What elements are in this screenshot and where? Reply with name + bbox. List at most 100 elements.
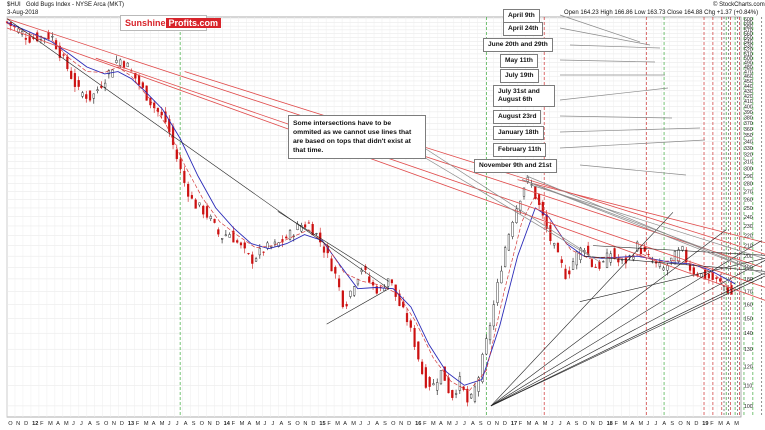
x-tick-label: S xyxy=(479,421,483,427)
callout-july-19: July 19th xyxy=(500,69,539,83)
x-tick-label: N xyxy=(208,421,212,427)
y-tick-label: 130 xyxy=(744,347,753,353)
candle-body xyxy=(107,70,110,75)
candle-body xyxy=(375,286,378,294)
candle-body xyxy=(349,290,352,297)
x-tick-label: O xyxy=(487,421,492,427)
y-tick-label: 410 xyxy=(744,99,753,105)
candle-body xyxy=(454,393,458,395)
x-tick-label: J xyxy=(646,421,649,427)
y-tick-label: 530 xyxy=(744,44,753,50)
candle-body xyxy=(590,259,594,267)
y-tick-label: 440 xyxy=(744,84,753,90)
y-tick-label: 590 xyxy=(744,20,753,26)
candle-body xyxy=(481,354,484,383)
candle-body xyxy=(500,270,503,284)
candle-body xyxy=(70,70,73,79)
x-tick-label: M xyxy=(431,421,436,427)
x-tick-label: J xyxy=(654,421,657,427)
x-tick-label: N xyxy=(495,421,499,427)
candle-body xyxy=(175,149,178,160)
y-tick-label: 290 xyxy=(744,174,753,180)
x-tick-label: J xyxy=(463,421,466,427)
callout-july-31-aug-6: July 31st and August 6th xyxy=(493,85,555,107)
candle-body xyxy=(485,338,488,355)
candle-body xyxy=(217,229,220,235)
callout-pointer xyxy=(559,127,701,133)
x-tick-label: 15 xyxy=(319,421,325,427)
candle-body xyxy=(594,266,597,268)
candle-body xyxy=(122,61,126,68)
candle-body xyxy=(239,242,243,246)
candle-body xyxy=(726,287,729,293)
intersections-annotation: Some intersections have to be ommited as… xyxy=(288,115,426,159)
x-tick-label: A xyxy=(726,421,730,427)
x-tick-label: J xyxy=(80,421,83,427)
y-tick-label: 380 xyxy=(744,115,753,121)
candle-body xyxy=(662,267,665,271)
trendline-black xyxy=(490,229,727,407)
candle-body xyxy=(315,233,318,235)
candle-body xyxy=(126,62,129,67)
y-tick-label: 520 xyxy=(744,48,753,54)
candle-body xyxy=(141,82,144,88)
trendline-black xyxy=(490,240,762,407)
candle-body xyxy=(477,377,480,392)
x-tick-label: F xyxy=(423,421,427,427)
y-tick-label: 470 xyxy=(744,70,753,76)
candle-body xyxy=(647,254,650,256)
candle-body xyxy=(232,230,235,243)
symbol-label: $HUI xyxy=(7,2,21,8)
candle-body xyxy=(602,261,605,263)
y-tick-label: 430 xyxy=(744,89,753,95)
candle-body xyxy=(209,216,212,220)
trendline-red xyxy=(6,27,765,301)
callout-april-9: April 9th xyxy=(503,9,540,23)
x-tick-label: F xyxy=(519,421,523,427)
y-tick-label: 550 xyxy=(744,36,753,42)
candle-body xyxy=(28,36,31,43)
candle-body xyxy=(617,258,620,263)
y-tick-label: 370 xyxy=(744,121,753,127)
candle-body xyxy=(88,90,92,101)
candle-body xyxy=(364,266,367,270)
y-tick-label: 310 xyxy=(744,159,753,165)
index-name-label: Gold Bugs Index - NYSE Arca (MKT) xyxy=(26,2,125,8)
candle-body xyxy=(100,85,103,88)
candle-body xyxy=(413,328,416,347)
candle-body xyxy=(115,59,118,63)
x-tick-label: S xyxy=(575,421,579,427)
candle-body xyxy=(24,37,27,40)
candle-body xyxy=(470,393,473,399)
y-tick-label: 170 xyxy=(744,289,753,295)
sunshine-profits-logo: Sunshine Profits.com xyxy=(120,15,222,31)
candle-body xyxy=(564,268,567,280)
candle-body xyxy=(183,170,186,183)
callout-pointer xyxy=(559,59,656,63)
candle-body xyxy=(670,257,673,261)
candle-body xyxy=(371,281,375,286)
candle-body xyxy=(360,269,363,272)
candle-body xyxy=(405,313,409,323)
x-tick-label: M xyxy=(527,421,532,427)
x-tick-label: N xyxy=(112,421,116,427)
watermark-label: © StockCharts.com xyxy=(713,2,765,8)
candle-body xyxy=(511,222,514,237)
y-tick-label: 540 xyxy=(744,40,753,46)
candle-body xyxy=(556,243,560,253)
y-tick-label: 340 xyxy=(744,140,753,146)
candle-body xyxy=(473,386,477,402)
candle-body xyxy=(47,32,50,40)
candle-body xyxy=(85,94,88,99)
x-tick-label: 19 xyxy=(702,421,708,427)
x-tick-label: A xyxy=(248,421,252,427)
candle-body xyxy=(330,258,333,272)
x-tick-label: 18 xyxy=(607,421,613,427)
x-tick-label: M xyxy=(734,421,739,427)
candle-body xyxy=(205,206,209,218)
candle-body xyxy=(560,259,563,263)
callout-pointer xyxy=(559,14,641,43)
x-tick-label: A xyxy=(631,421,635,427)
candle-body xyxy=(605,252,609,268)
